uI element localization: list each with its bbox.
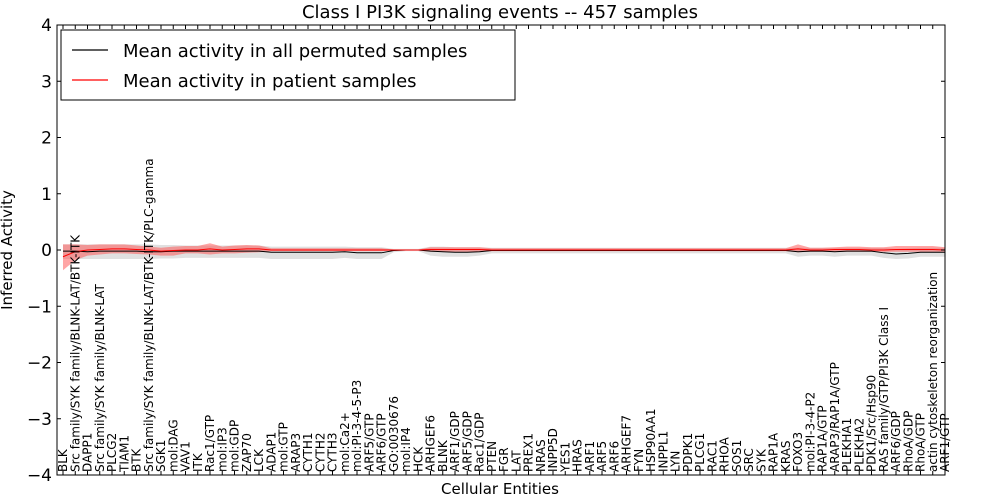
x-tick-label: PLEKHA2 <box>852 418 866 472</box>
y-tick-label: 1 <box>41 185 52 205</box>
x-tick-label: RHOA <box>718 436 732 472</box>
y-tick-label: 2 <box>41 129 52 149</box>
x-tick-label: ARF5 <box>595 441 609 472</box>
x-tick-label: Src family/SYK family/BLNK-LAT <box>93 283 107 472</box>
x-tick-label: ARAP3/RAP1A/GTP <box>828 362 842 472</box>
y-tick-label: 4 <box>41 16 52 36</box>
x-tick-label: ARF1/GDP <box>448 411 462 472</box>
x-tick-label: INPP5D <box>546 428 560 472</box>
x-tick-label: ARF5/GDP <box>460 411 474 472</box>
x-tick-label: RAP1A/GTP <box>816 405 830 472</box>
y-axis-label: Inferred Activity <box>0 190 16 310</box>
x-tick-label: mol:DAG <box>166 419 180 472</box>
x-tick-label: actin cytoskeleton reorganization <box>926 272 940 472</box>
x-tick-label: PDK1/Src/Hsp90 <box>865 375 879 472</box>
x-tick-label: CYTH3 <box>326 433 340 473</box>
x-tick-label: mol:IP3 <box>215 427 229 472</box>
x-tick-label: HSP90AA1 <box>644 408 658 472</box>
lines-layer <box>62 248 946 258</box>
x-tick-label: BLK <box>56 448 70 472</box>
chart-title: Class I PI3K signaling events -- 457 sam… <box>302 2 698 23</box>
x-tick-label: YES1 <box>558 442 572 473</box>
x-tick-label: FGR <box>497 447 511 472</box>
x-tick-label: INPPL1 <box>656 431 670 472</box>
x-tick-label: ARHGEF7 <box>620 415 634 472</box>
x-tick-label: ARF5/GTP <box>362 413 376 472</box>
x-tick-label: ARF6 <box>607 441 621 472</box>
x-tick-label: SYK <box>754 448 768 472</box>
x-tick-label: PLCG1 <box>693 433 707 472</box>
x-tick-label: Rac1/GDP <box>473 413 487 472</box>
x-tick-label: ZAP70 <box>240 433 254 472</box>
x-tick-label: FOXO3 <box>791 432 805 472</box>
x-tick-label: Rac1/GTP <box>203 415 217 472</box>
x-tick-label: mol:GTP <box>277 422 291 472</box>
legend-label-permuted: Mean activity in all permuted samples <box>123 41 467 62</box>
x-tick-label: ARF1 <box>583 441 597 472</box>
x-tick-label: ADAP1 <box>264 432 278 472</box>
x-axis-label: Cellular Entities <box>441 480 559 498</box>
x-tick-label: mol:PI-3-4-5-P3 <box>350 380 364 472</box>
x-tick-label: PTEN <box>485 441 499 472</box>
x-tick-label: DAPP1 <box>81 433 95 472</box>
x-tick-label: BLNK <box>436 439 450 472</box>
line-series-0 <box>63 249 945 255</box>
x-tick-label: mol:IP4 <box>399 427 413 472</box>
x-tick-label: mol:PI-3-4-P2 <box>803 392 817 472</box>
x-tick-label: HCK <box>411 446 425 472</box>
y-tick-label: −2 <box>27 354 52 374</box>
x-tick-label: CYTH1 <box>301 433 315 473</box>
legend: Mean activity in all permuted samples Me… <box>60 29 516 101</box>
x-tick-label: ARF1/GTP <box>938 413 952 472</box>
x-tick-label: RhoA/GTP <box>914 413 928 472</box>
x-tick-label: mol:Ca2+ <box>338 412 352 472</box>
line-series-1 <box>62 248 946 258</box>
x-tick-label: PLCG2 <box>105 433 119 472</box>
x-tick-label: PDPK1 <box>681 433 695 472</box>
x-tick-label: ARF6/GDP <box>889 411 903 472</box>
x-tick-label: RAS family/GTP/PI3K Class I <box>877 307 891 472</box>
x-tick-label: PREX1 <box>522 433 536 472</box>
x-tick-label: TIAM1 <box>117 435 131 473</box>
x-tick-label: FYN <box>632 449 646 472</box>
x-tick-label: BTK <box>130 447 144 472</box>
x-tick-label: RAC1 <box>705 440 719 472</box>
x-tick-label: PLEKHA1 <box>840 418 854 472</box>
y-tick-label: −4 <box>27 466 52 486</box>
legend-box <box>60 29 516 101</box>
x-tick-label: VAV1 <box>179 441 193 472</box>
x-tick-label: Src family/SYK family/BLNK-LAT/BTK-ITK/P… <box>142 158 156 472</box>
x-tick-label: SGK1 <box>154 440 168 472</box>
x-tick-label: ARF6/GTP <box>375 413 389 472</box>
x-tick-label: HRAS <box>571 439 585 472</box>
x-tick-label: LYN <box>669 451 683 472</box>
legend-label-patient: Mean activity in patient samples <box>123 71 417 92</box>
x-tick-label: SRC <box>742 448 756 472</box>
x-tick-label: ARHGEF6 <box>424 415 438 472</box>
x-axis <box>62 25 946 475</box>
y-tick-label: 0 <box>41 241 52 261</box>
x-tick-label: SOS1 <box>730 440 744 472</box>
x-tick-label: RhoA/GDP <box>901 411 915 472</box>
x-tick-label: Src family/SYK family/BLNK-LAT/BTK-ITK <box>68 234 82 472</box>
y-tick-label: −3 <box>27 410 52 430</box>
y-axis: −4 −3 −2 −1 0 1 2 3 4 <box>27 16 945 486</box>
x-tick-label: mol:GDP <box>228 420 242 472</box>
x-tick-label: KRAS <box>779 440 793 472</box>
x-tick-label: NRAS <box>534 439 548 472</box>
x-tick-label: RAP1A <box>767 432 781 472</box>
x-tick-label: ITK <box>191 452 205 472</box>
x-tick-label: GO:0030676 <box>387 396 401 472</box>
x-tick-label: CYTH2 <box>313 433 327 473</box>
x-tick-label: ARAP3 <box>289 433 303 472</box>
y-tick-label: −1 <box>27 297 52 317</box>
x-tick-label: LCK <box>252 448 266 472</box>
x-tick-label: LAT <box>509 450 523 472</box>
band-series-0 <box>63 244 945 259</box>
y-tick-label: 3 <box>41 72 52 92</box>
